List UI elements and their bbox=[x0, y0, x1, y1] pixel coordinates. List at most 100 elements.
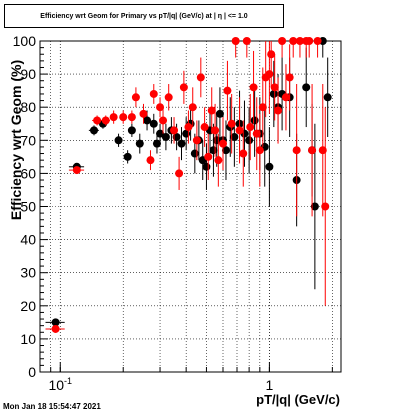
x-tick-label: 10-1 bbox=[48, 376, 72, 393]
data-point bbox=[239, 149, 248, 158]
series-1 bbox=[45, 37, 330, 333]
y-tick-label: 10 bbox=[20, 331, 36, 347]
data-point bbox=[215, 109, 224, 118]
data-point bbox=[209, 146, 218, 155]
y-tick-label: 70 bbox=[20, 132, 36, 148]
data-point bbox=[196, 73, 205, 82]
y-tick-label: 100 bbox=[13, 33, 37, 49]
data-point bbox=[51, 324, 60, 333]
data-point bbox=[184, 123, 193, 132]
chart-title: Efficiency wrt Geom for Primary vs pT/|q… bbox=[40, 12, 248, 20]
data-point bbox=[270, 83, 279, 92]
data-point bbox=[285, 73, 294, 82]
data-point bbox=[267, 50, 276, 59]
data-marks bbox=[45, 37, 332, 333]
data-point bbox=[152, 139, 161, 148]
data-point bbox=[245, 136, 254, 145]
data-point bbox=[249, 83, 258, 92]
data-point bbox=[127, 113, 136, 122]
data-point bbox=[109, 113, 118, 122]
data-point bbox=[139, 109, 148, 118]
data-point bbox=[114, 136, 123, 145]
data-point bbox=[149, 89, 158, 98]
data-point bbox=[321, 202, 330, 211]
data-point bbox=[289, 37, 298, 45]
data-point bbox=[235, 126, 244, 135]
data-point bbox=[265, 162, 274, 171]
y-tick-label: 60 bbox=[20, 165, 36, 181]
data-point bbox=[146, 156, 155, 165]
data-point bbox=[313, 37, 322, 45]
data-point bbox=[214, 156, 223, 165]
data-point bbox=[192, 136, 201, 145]
data-point bbox=[242, 37, 251, 45]
data-point bbox=[135, 139, 144, 148]
data-point bbox=[119, 113, 128, 122]
data-point bbox=[274, 106, 283, 115]
data-point bbox=[204, 152, 213, 161]
y-tick-label: 50 bbox=[20, 199, 36, 215]
x-tick-label: 1 bbox=[265, 377, 273, 393]
data-point bbox=[149, 119, 158, 128]
y-tick-label: 40 bbox=[20, 232, 36, 248]
data-point bbox=[252, 129, 261, 138]
data-point bbox=[90, 126, 99, 135]
data-point bbox=[292, 146, 301, 155]
data-point bbox=[143, 116, 152, 125]
data-point bbox=[211, 126, 220, 135]
y-axis-title: Efficiency wrt Geom (%) bbox=[8, 59, 24, 221]
y-tick-label: 80 bbox=[20, 99, 36, 115]
data-point bbox=[190, 149, 199, 158]
data-point bbox=[223, 86, 232, 95]
data-point bbox=[323, 93, 332, 102]
data-point bbox=[123, 152, 132, 161]
data-point bbox=[172, 132, 181, 141]
data-point bbox=[295, 37, 304, 45]
data-point bbox=[255, 146, 264, 155]
chart-title-box: Efficiency wrt Geom for Primary vs pT/|q… bbox=[4, 4, 284, 28]
data-point bbox=[308, 146, 317, 155]
data-point bbox=[177, 139, 186, 148]
data-point bbox=[305, 37, 314, 45]
data-point bbox=[51, 318, 60, 327]
data-point bbox=[246, 123, 255, 132]
data-point bbox=[278, 37, 287, 45]
data-point bbox=[200, 123, 209, 132]
data-point bbox=[131, 93, 140, 102]
x-axis-title: pT/|q| (GeV/c) bbox=[256, 392, 340, 407]
data-point bbox=[221, 146, 230, 155]
data-point bbox=[101, 116, 110, 125]
data-point bbox=[188, 103, 197, 112]
data-point bbox=[127, 126, 136, 135]
data-point bbox=[281, 93, 290, 102]
y-tick-label: 30 bbox=[20, 265, 36, 281]
data-point bbox=[179, 83, 188, 92]
data-point bbox=[93, 116, 102, 125]
series-0 bbox=[45, 37, 332, 327]
y-tick-label: 0 bbox=[28, 364, 36, 380]
data-point bbox=[302, 83, 311, 92]
axes: 0 10 20 30 40 50 60 70 80 90 100 10-1 1 bbox=[13, 33, 333, 393]
data-point bbox=[231, 37, 240, 45]
timestamp: Mon Jan 18 15:54:47 2021 bbox=[3, 402, 101, 411]
data-point bbox=[258, 103, 267, 112]
data-point bbox=[164, 93, 173, 102]
data-point bbox=[230, 132, 239, 141]
data-point bbox=[175, 169, 184, 178]
data-point bbox=[218, 139, 227, 148]
data-point bbox=[161, 132, 170, 141]
data-point bbox=[269, 89, 278, 98]
data-point bbox=[159, 116, 168, 125]
y-tick-label: 90 bbox=[20, 66, 36, 82]
y-tick-label: 20 bbox=[20, 298, 36, 314]
data-point bbox=[156, 129, 165, 138]
data-point bbox=[156, 103, 165, 112]
data-point bbox=[207, 106, 216, 115]
data-point bbox=[170, 126, 179, 135]
data-point bbox=[227, 119, 236, 128]
data-point bbox=[250, 116, 259, 125]
data-point bbox=[72, 166, 81, 175]
data-point bbox=[310, 202, 319, 211]
data-point bbox=[265, 70, 274, 79]
